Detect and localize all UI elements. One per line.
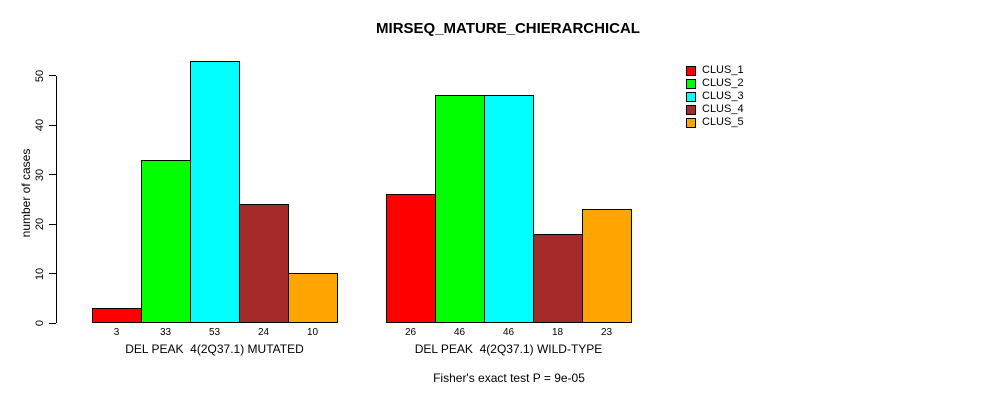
bar-value-label: 3 <box>113 327 120 338</box>
legend-swatch <box>686 65 696 76</box>
y-tick <box>49 75 56 76</box>
legend-label: CLUS_5 <box>702 116 744 128</box>
legend-swatch <box>686 104 696 115</box>
bar-value-label: 24 <box>257 327 270 338</box>
bar-value-label: 23 <box>600 327 613 338</box>
legend: CLUS_1 CLUS_2 CLUS_3 CLUS_4 CLUS_5 <box>686 64 744 129</box>
y-tick-label: 10 <box>34 267 46 280</box>
y-tick-label: 20 <box>34 217 46 231</box>
fisher-test-annotation: Fisher's exact test P = 9e-05 <box>433 371 585 385</box>
legend-swatch <box>686 78 696 89</box>
bar-value-label: 26 <box>404 327 417 338</box>
bar <box>288 273 338 323</box>
bar <box>92 308 142 323</box>
bar-value-label: 10 <box>306 327 319 338</box>
legend-swatch <box>686 117 696 128</box>
bar-value-label: 46 <box>502 327 515 338</box>
legend-label: CLUS_1 <box>702 64 744 76</box>
bar <box>386 194 436 323</box>
bar <box>435 95 485 323</box>
legend-label: CLUS_4 <box>702 103 744 115</box>
group-label: DEL PEAK 4(2Q37.1) MUTATED <box>125 342 304 356</box>
legend-item: CLUS_2 <box>686 77 744 90</box>
y-axis-line <box>56 75 57 323</box>
legend-item: CLUS_5 <box>686 116 744 129</box>
bar <box>239 204 289 323</box>
y-tick-label: 30 <box>34 168 46 181</box>
y-tick <box>49 273 56 274</box>
bar-value-label: 33 <box>159 327 172 338</box>
legend-swatch <box>686 91 696 102</box>
legend-item: CLUS_3 <box>686 90 744 103</box>
chart-title: MIRSEQ_MATURE_CHIERARCHICAL <box>376 20 640 37</box>
bar <box>582 209 632 323</box>
bar-value-label: 46 <box>453 327 466 338</box>
legend-item: CLUS_1 <box>686 64 744 77</box>
legend-label: CLUS_2 <box>702 77 744 89</box>
bar <box>141 160 191 323</box>
y-tick <box>49 124 56 126</box>
y-tick-label: 50 <box>34 69 46 82</box>
legend-label: CLUS_3 <box>702 90 744 102</box>
y-tick <box>49 174 56 175</box>
y-tick-label: 40 <box>34 118 46 132</box>
bar <box>484 95 534 323</box>
y-tick-label: 0 <box>34 319 46 327</box>
legend-item: CLUS_4 <box>686 103 744 116</box>
bar-value-label: 53 <box>208 327 221 338</box>
y-tick <box>49 322 56 324</box>
group-label: DEL PEAK 4(2Q37.1) WILD-TYPE <box>414 342 603 356</box>
bar <box>533 234 583 323</box>
bar <box>190 61 240 323</box>
bar-value-label: 18 <box>551 327 564 338</box>
y-tick <box>49 223 56 225</box>
